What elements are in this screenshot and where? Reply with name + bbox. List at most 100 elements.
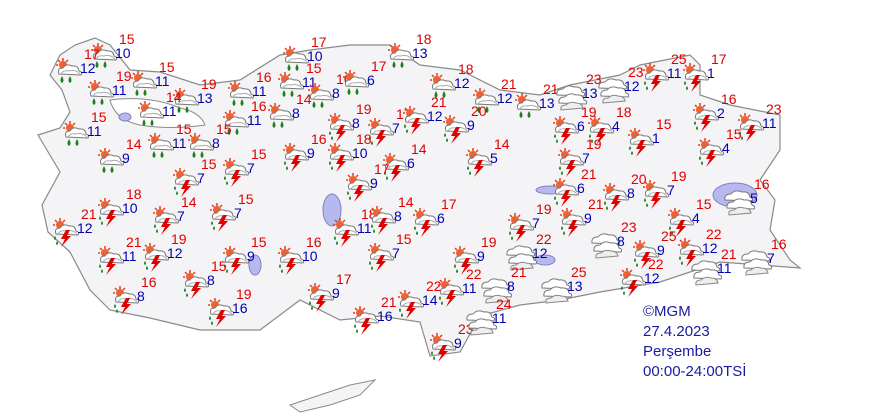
max-temp: 16	[721, 91, 737, 107]
max-temp: 15	[119, 31, 135, 47]
weather-station: 25 13	[541, 265, 587, 304]
min-temp: 2	[717, 105, 725, 121]
min-temp: 8	[207, 272, 215, 288]
weather-station: 15 8	[183, 259, 227, 299]
cloudy-icon	[466, 310, 497, 336]
min-temp: 1	[707, 65, 715, 81]
partly-cloudy-thunderstorm-icon	[643, 180, 670, 209]
weekday: Perşembe	[643, 343, 712, 360]
weather-station: 23 8	[591, 220, 637, 259]
max-temp: 14	[181, 194, 197, 210]
min-temp: 7	[582, 150, 590, 166]
weather-station: 18 10	[328, 132, 372, 172]
min-temp: 4	[722, 140, 730, 156]
partly-cloudy-rain-icon	[148, 133, 175, 158]
partly-cloudy-thunderstorm-icon	[210, 203, 237, 232]
weather-station: 16 11	[223, 99, 267, 135]
min-temp: 11	[302, 74, 317, 90]
min-temp: 10	[352, 145, 368, 161]
weather-station: 15 11	[131, 60, 175, 96]
max-temp: 15	[159, 59, 175, 75]
partly-cloudy-thunderstorm-icon	[466, 148, 493, 177]
max-temp: 25	[571, 264, 587, 280]
min-temp: 12	[497, 90, 513, 106]
partly-cloudy-thunderstorm-icon	[588, 116, 615, 145]
cloudy-icon	[481, 278, 512, 304]
partly-cloudy-thunderstorm-icon	[368, 243, 395, 272]
partly-cloudy-thunderstorm-icon	[53, 218, 80, 247]
min-temp: 12	[167, 245, 183, 261]
weather-station: 19 6	[553, 105, 597, 145]
partly-cloudy-thunderstorm-icon	[370, 206, 397, 235]
lake	[118, 112, 132, 122]
max-temp: 19	[236, 286, 252, 302]
partly-cloudy-rain-icon	[131, 71, 158, 96]
partly-cloudy-rain-icon	[343, 70, 370, 95]
max-temp: 17	[311, 34, 327, 50]
partly-cloudy-rain-icon	[173, 88, 200, 113]
max-temp: 16	[306, 234, 322, 250]
max-temp: 15	[91, 109, 107, 125]
min-temp: 11	[172, 135, 187, 151]
weather-station: 14 11	[138, 90, 182, 126]
min-temp: 11	[252, 83, 267, 99]
max-temp: 23	[621, 219, 637, 235]
max-temp: 14	[411, 141, 427, 157]
max-temp: 15	[251, 234, 267, 250]
min-temp: 12	[532, 245, 548, 261]
min-temp: 16	[377, 308, 393, 324]
max-temp: 19	[201, 76, 217, 92]
max-temp: 24	[496, 296, 512, 312]
min-temp: 7	[177, 208, 185, 224]
max-temp: 21	[588, 196, 604, 212]
max-temp: 16	[311, 131, 327, 147]
min-temp: 12	[427, 108, 443, 124]
min-temp: 11	[717, 260, 732, 276]
min-temp: 12	[702, 240, 718, 256]
weather-station: 15 1	[628, 117, 672, 157]
max-temp: 19	[171, 231, 187, 247]
max-temp: 21	[543, 81, 559, 97]
weather-station: 22 12	[678, 227, 722, 267]
weather-station: 21 12	[473, 77, 517, 113]
min-temp: 11	[122, 248, 137, 264]
weather-station: 17 12	[56, 47, 100, 83]
weather-station: 19 7	[508, 202, 552, 242]
partly-cloudy-rain-icon	[188, 133, 215, 158]
weather-station: 14 8	[268, 92, 312, 128]
max-temp: 17	[371, 58, 387, 74]
min-temp: 10	[307, 48, 323, 64]
max-temp: 15	[656, 116, 672, 132]
weather-station: 25 9	[633, 229, 677, 269]
partly-cloudy-thunderstorm-icon	[633, 240, 660, 269]
weather-station: 14 5	[466, 137, 510, 177]
max-temp: 21	[126, 234, 142, 250]
max-temp: 19	[481, 234, 497, 250]
min-temp: 14	[422, 292, 438, 308]
partly-cloudy-thunderstorm-icon	[283, 143, 310, 172]
weather-station: 16 8	[113, 275, 157, 315]
weather-station: 15 7	[368, 232, 412, 272]
max-temp: 15	[201, 156, 217, 172]
min-temp: 11	[87, 123, 102, 139]
min-temp: 5	[750, 190, 758, 206]
cloudy-icon	[591, 233, 622, 259]
min-temp: 9	[584, 210, 592, 226]
weather-station: 16 9	[283, 132, 327, 172]
min-temp: 7	[767, 250, 775, 266]
partly-cloudy-thunderstorm-icon	[438, 278, 465, 307]
weather-station: 17 6	[343, 59, 387, 95]
weather-station: 15 10	[91, 32, 135, 68]
max-temp: 19	[586, 136, 602, 152]
max-temp: 21	[431, 94, 447, 110]
max-temp: 15	[216, 121, 232, 137]
weather-station: 23 12	[598, 65, 644, 104]
map-info: ©MGM 27.4.2023 Perşembe 00:00-24:00TSİ	[643, 302, 746, 382]
min-temp: 7	[392, 120, 400, 136]
partly-cloudy-thunderstorm-icon	[430, 333, 457, 362]
partly-cloudy-thunderstorm-icon	[698, 138, 725, 167]
max-temp: 14	[398, 194, 414, 210]
partly-cloudy-thunderstorm-icon	[443, 115, 470, 144]
min-temp: 10	[122, 200, 138, 216]
max-temp: 21	[381, 294, 397, 310]
